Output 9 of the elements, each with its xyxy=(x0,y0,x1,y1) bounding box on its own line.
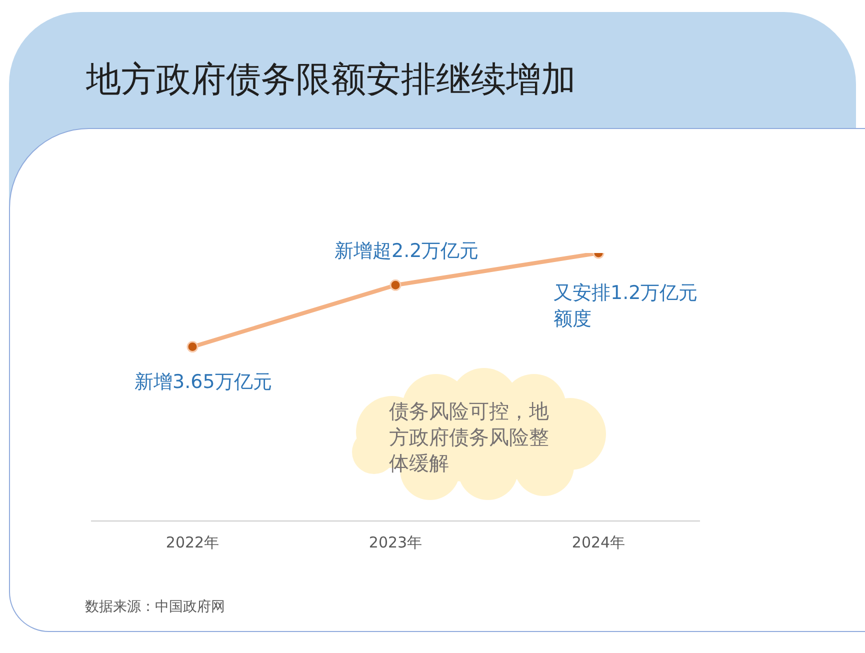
annotation: 新增超2.2万亿元 xyxy=(334,239,479,264)
x-tick-label: 2023年 xyxy=(368,534,422,552)
chart-title: 地方政府债务限额安排继续增加 xyxy=(86,59,576,101)
source-note: 数据来源：中国政府网 xyxy=(85,598,225,616)
x-tick-label: 2022年 xyxy=(166,534,220,552)
x-tick-label: 2024年 xyxy=(572,534,626,552)
annotation: 新增3.65万亿元 xyxy=(134,370,272,395)
annotation: 债务风险可控，地方政府债务风险整体缓解 xyxy=(389,398,550,476)
annotation: 又安排1.2万亿元额度 xyxy=(554,281,699,332)
